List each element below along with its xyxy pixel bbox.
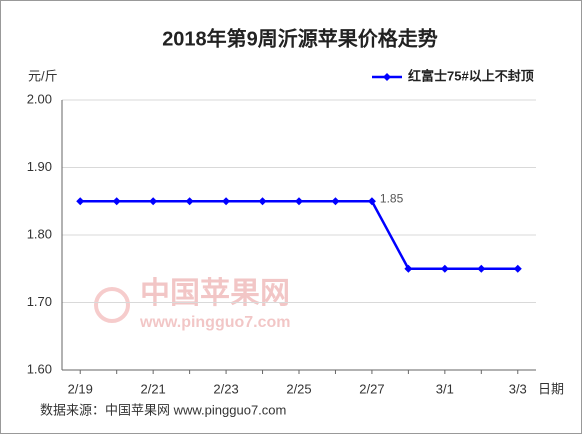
marker: [295, 197, 303, 206]
marker: [513, 264, 522, 273]
y-tick-label: 1.90: [27, 159, 52, 174]
legend-label: 红富士75#以上不封顶: [408, 68, 534, 83]
x-axis-label: 日期: [538, 381, 564, 396]
y-axis-label: 元/斤: [28, 68, 58, 83]
marker: [367, 197, 376, 206]
marker: [258, 197, 267, 206]
marker: [222, 197, 231, 206]
marker: [149, 197, 158, 206]
legend-marker: [383, 73, 391, 81]
watermark-logo: [94, 287, 130, 323]
watermark-url: www.pingguo7.com: [139, 314, 291, 331]
x-tick-label: 2/23: [213, 381, 238, 396]
marker: [477, 264, 486, 273]
x-tick-label: 3/3: [509, 381, 527, 396]
marker: [440, 264, 449, 273]
marker: [331, 197, 340, 206]
y-tick-label: 1.80: [27, 226, 52, 241]
y-tick-label: 2.00: [27, 91, 52, 106]
x-tick-label: 2/21: [140, 381, 165, 396]
x-tick-label: 2/25: [286, 381, 311, 396]
y-tick-label: 1.60: [27, 361, 52, 376]
marker: [185, 197, 194, 206]
watermark-text: 中国苹果网: [140, 277, 290, 310]
marker: [404, 264, 413, 273]
y-tick-label: 1.70: [27, 294, 52, 309]
x-tick-label: 3/1: [436, 381, 454, 396]
source: 数据来源：中国苹果网 www.pingguo7.com: [40, 402, 286, 417]
x-tick-label: 2/27: [359, 381, 384, 396]
marker: [76, 197, 85, 206]
data-label: 1.85: [380, 191, 404, 205]
chart-title: 2018年第9周沂源苹果价格走势: [162, 26, 438, 50]
watermark: 中国苹果网 www.pingguo7.com: [94, 277, 291, 331]
marker: [112, 197, 121, 206]
x-tick-label: 2/19: [68, 381, 93, 396]
